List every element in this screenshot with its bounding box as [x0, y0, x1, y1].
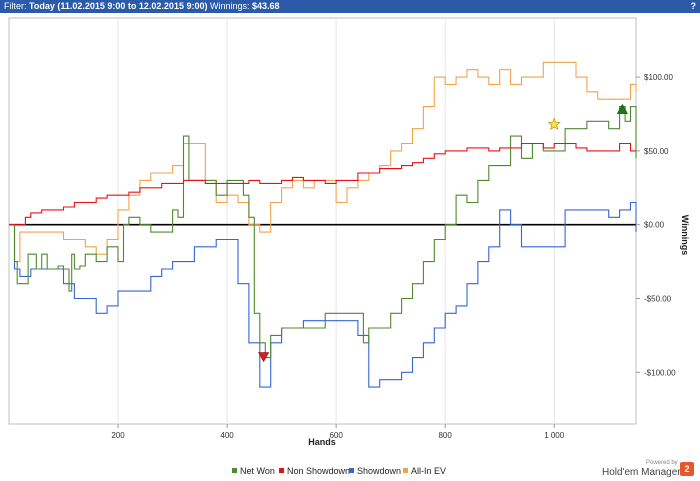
filter-label: Filter:: [4, 1, 27, 11]
legend-label: Showdown: [357, 466, 402, 476]
legend-item-net-won[interactable]: Net Won: [232, 466, 275, 476]
y-axis-label: Winnings: [680, 215, 690, 255]
series-line-showdown: [9, 201, 637, 388]
powered-by-text: Powered by: [646, 460, 678, 466]
filter-summary: Filter: Today (11.02.2015 9:00 to 12.02.…: [4, 0, 280, 13]
x-tick-label: 1 000: [544, 431, 565, 440]
x-axis-label: Hands: [308, 437, 336, 447]
plot-area: [8, 17, 637, 425]
brand-name: Hold'em Manager: [602, 467, 681, 478]
legend-label: Non Showdown: [287, 466, 351, 476]
y-tick-label: $0.00: [644, 221, 665, 230]
legend-item-all-in-ev[interactable]: All-In EV: [403, 466, 446, 476]
winnings-value: $43.68: [252, 1, 280, 11]
x-tick-label: 600: [329, 431, 343, 440]
y-axis-ticks: $100.00 $50.00 $0.00 -$50.00 -$100.00: [636, 73, 676, 377]
biggest-loss-marker: [258, 352, 270, 363]
brand-logo-icon: 2: [680, 462, 694, 476]
legend-swatch: [232, 468, 237, 474]
x-tick-label: 200: [111, 431, 125, 440]
x-tick-label: 800: [438, 431, 452, 440]
series-lines: [9, 61, 637, 388]
legend-item-non-showdown[interactable]: Non Showdown: [279, 466, 350, 476]
series-line-non-showdown: [9, 142, 636, 226]
legend-label: All-In EV: [411, 466, 447, 476]
event-markers: [258, 103, 628, 363]
legend-swatch: [279, 468, 284, 474]
biggest-win-marker: [616, 103, 628, 114]
brand-logo: Powered by Hold'em Manager 2: [602, 460, 698, 480]
y-tick-label: $50.00: [644, 147, 669, 156]
legend-item-showdown[interactable]: Showdown: [349, 466, 401, 476]
x-axis-ticks: 200 400 600 800 1 000: [111, 424, 565, 440]
title-bar: Filter: Today (11.02.2015 9:00 to 12.02.…: [0, 0, 700, 13]
y-tick-label: -$50.00: [644, 295, 672, 304]
winnings-chart: 200 400 600 800 1 000 $100.00 $50.00 $0.00 -$50…: [8, 17, 690, 447]
star-marker: [547, 117, 561, 130]
y-tick-label: -$100.00: [644, 368, 676, 377]
legend-swatch: [403, 468, 408, 474]
help-icon[interactable]: ?: [690, 1, 697, 11]
winnings-label: Winnings:: [209, 1, 250, 11]
grid-lines: [117, 18, 555, 424]
x-tick-label: 400: [220, 431, 234, 440]
filter-value: Today (11.02.2015 9:00 to 12.02.2015 9:0…: [29, 1, 208, 11]
legend-swatch: [349, 468, 354, 474]
legend-label: Net Won: [240, 466, 275, 476]
series-line-net-won: [9, 106, 637, 359]
y-tick-label: $100.00: [644, 73, 673, 82]
